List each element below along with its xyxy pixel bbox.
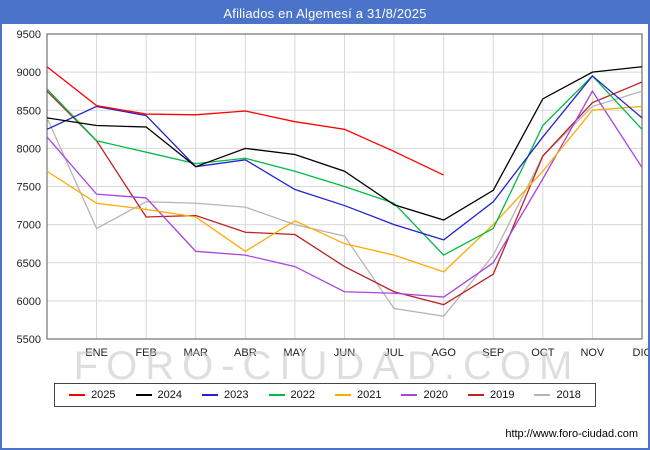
svg-text:6500: 6500 xyxy=(17,258,41,270)
svg-text:9500: 9500 xyxy=(17,29,41,41)
svg-text:7000: 7000 xyxy=(17,220,41,232)
svg-text:SEP: SEP xyxy=(482,347,504,359)
legend-label: 2024 xyxy=(157,389,183,401)
legend-label: 2021 xyxy=(357,389,382,401)
svg-text:FEB: FEB xyxy=(135,347,156,359)
svg-text:OCT: OCT xyxy=(531,347,555,359)
legend-item: 2023 xyxy=(202,389,249,401)
legend-swatch xyxy=(534,394,551,396)
line-chart: 5500 6000 6500 7000 7500 8000 8500 9000 9500 ENE F… xyxy=(17,29,650,359)
legend-swatch xyxy=(467,394,484,396)
legend-swatch xyxy=(268,394,285,396)
svg-text:9000: 9000 xyxy=(17,67,41,79)
svg-text:NOV: NOV xyxy=(580,347,605,359)
chart-legend: 2025 2024 2023 2022 2021 2020 2019 2018 xyxy=(54,383,596,407)
legend-swatch xyxy=(335,394,351,396)
legend-item: 2024 xyxy=(135,389,183,401)
svg-text:JUN: JUN xyxy=(334,347,355,359)
svg-text:ABR: ABR xyxy=(234,347,257,359)
svg-text:7500: 7500 xyxy=(17,182,41,194)
svg-text:5500: 5500 xyxy=(17,334,41,346)
legend-item: 2019 xyxy=(467,389,515,401)
legend-item: 2021 xyxy=(335,389,381,401)
legend-item: 2022 xyxy=(268,389,315,401)
legend-swatch xyxy=(69,394,86,396)
legend-label: 2018 xyxy=(556,389,581,401)
source-url[interactable]: http://www.foro-ciudad.com xyxy=(505,428,638,440)
svg-text:MAY: MAY xyxy=(283,347,307,359)
svg-text:JUL: JUL xyxy=(384,347,404,359)
legend-label: 2025 xyxy=(91,389,116,401)
legend-label: 2022 xyxy=(290,389,315,401)
legend-wrap: 2025 2024 2023 2022 2021 2020 2019 2018 xyxy=(2,383,648,407)
legend-item: 2018 xyxy=(534,389,581,401)
legend-swatch xyxy=(401,394,418,396)
svg-text:AGO: AGO xyxy=(431,347,456,359)
svg-text:6000: 6000 xyxy=(17,296,41,308)
svg-text:MAR: MAR xyxy=(184,347,209,359)
legend-swatch xyxy=(202,394,219,396)
svg-text:8500: 8500 xyxy=(17,105,41,117)
legend-item: 2020 xyxy=(401,389,448,401)
svg-text:8000: 8000 xyxy=(17,143,41,155)
legend-label: 2019 xyxy=(489,389,515,401)
legend-swatch xyxy=(135,394,152,396)
svg-text:DIC: DIC xyxy=(633,347,650,359)
svg-text:ENE: ENE xyxy=(85,347,108,359)
legend-item: 2025 xyxy=(69,389,116,401)
legend-label: 2023 xyxy=(224,389,249,401)
page-title: Afiliados en Algemesí a 31/8/2025 xyxy=(223,5,427,21)
chart-title-bar: Afiliados en Algemesí a 31/8/2025 xyxy=(2,2,648,24)
legend-label: 2020 xyxy=(423,389,448,401)
chart-area: 5500 6000 6500 7000 7500 8000 8500 9000 9500 ENE F… xyxy=(2,24,650,388)
